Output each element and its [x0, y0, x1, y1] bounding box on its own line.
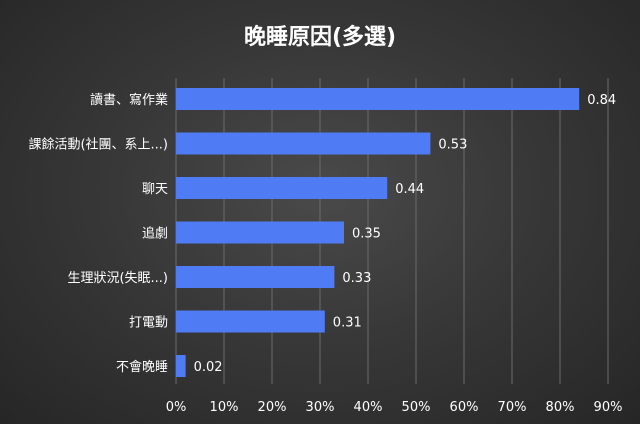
bars [176, 88, 580, 377]
bar [176, 266, 335, 288]
bar [176, 132, 431, 155]
bar [176, 221, 344, 244]
labels: 0% 10% 20% 30% 40% 50% 60% 70% 80% 90% 讀書、寫作業 0.84 課… [28, 92, 622, 415]
x-tick-label: 50% [402, 400, 431, 415]
category-label: 聊天 [142, 182, 168, 197]
data-label: 0.02 [194, 360, 223, 375]
category-label: 讀書、寫作業 [90, 92, 168, 108]
category-label: 不會晚睡 [116, 360, 168, 375]
data-label: 0.84 [587, 93, 616, 108]
category-label: 打電動 [129, 316, 168, 331]
x-tick-label: 60% [450, 400, 479, 415]
bar [176, 355, 186, 377]
bar [176, 88, 580, 110]
x-tick-label: 90% [594, 400, 623, 415]
x-tick-label: 80% [546, 400, 575, 415]
bar [176, 177, 388, 199]
category-label: 生理狀況(失眠...) [67, 271, 168, 286]
x-tick-label: 10% [210, 400, 239, 415]
category-label: 追劇 [142, 226, 168, 242]
chart-title: 晚睡原因(多選) [244, 24, 396, 50]
data-label: 0.44 [395, 182, 424, 197]
category-label: 課餘活動(社團、系上...) [28, 137, 168, 153]
data-label: 0.53 [438, 138, 467, 153]
x-tick-label: 70% [498, 400, 527, 415]
x-tick-label: 30% [306, 400, 335, 415]
data-label: 0.33 [342, 271, 371, 286]
bar [176, 310, 325, 333]
gridlines [175, 78, 609, 384]
data-label: 0.35 [352, 227, 381, 242]
x-tick-label: 40% [354, 400, 383, 415]
data-label: 0.31 [333, 316, 362, 331]
x-tick-label: 0% [166, 400, 187, 415]
x-tick-label: 20% [258, 400, 287, 415]
